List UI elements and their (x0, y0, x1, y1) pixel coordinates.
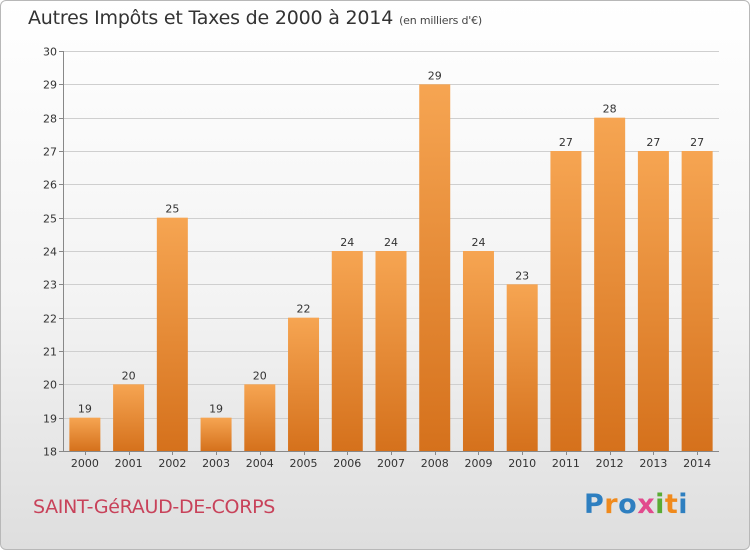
bar (419, 84, 451, 451)
y-tick-label: 20 (43, 379, 57, 392)
y-tick-label: 21 (43, 346, 57, 359)
proxiti-logo: Proxiti (584, 489, 688, 520)
data-label: 28 (603, 103, 617, 116)
y-tick-label: 23 (43, 279, 57, 292)
x-tick-label: 2008 (421, 457, 449, 470)
logo-letter: o (618, 489, 638, 520)
data-label: 27 (646, 136, 660, 149)
y-tick-label: 22 (43, 313, 57, 326)
x-tick-label: 2006 (333, 457, 361, 470)
bar (331, 251, 363, 451)
y-tick-label: 28 (43, 113, 57, 126)
bar (288, 317, 320, 451)
bar (244, 384, 276, 451)
x-tick-label: 2003 (202, 457, 230, 470)
bar (594, 117, 626, 452)
data-label: 19 (209, 403, 223, 416)
y-tick-label: 25 (43, 213, 57, 226)
y-tick-label: 26 (43, 179, 57, 192)
bar (681, 151, 713, 451)
data-label: 27 (559, 136, 573, 149)
x-tick-label: 2000 (71, 457, 99, 470)
title-unit: (en milliers d'€) (399, 14, 482, 27)
x-tick-label: 2002 (158, 457, 186, 470)
x-tick-label: 2013 (639, 457, 667, 470)
x-tick-label: 2009 (464, 457, 492, 470)
bar (200, 417, 232, 451)
bar (550, 151, 582, 451)
x-tick-label: 2011 (552, 457, 580, 470)
logo-letter: i (678, 489, 689, 520)
bar (637, 151, 669, 451)
y-tick-label: 24 (43, 246, 57, 259)
logo-letter: t (664, 489, 679, 520)
data-label: 24 (471, 236, 485, 249)
bar (375, 251, 407, 451)
logo-letter: x (637, 489, 656, 520)
data-label: 23 (515, 269, 529, 282)
data-label: 20 (122, 369, 136, 382)
data-label: 19 (78, 403, 92, 416)
x-tick-label: 2012 (596, 457, 624, 470)
data-label: 25 (165, 203, 179, 216)
y-tick-label: 18 (43, 446, 57, 459)
x-tick-label: 2005 (290, 457, 318, 470)
y-tick-label: 19 (43, 413, 57, 426)
bar (506, 284, 538, 451)
bar (113, 384, 145, 451)
x-tick-label: 2007 (377, 457, 405, 470)
logo-letter: r (604, 489, 619, 520)
x-tick-label: 2010 (508, 457, 536, 470)
data-label: 20 (253, 369, 267, 382)
title-text: Autres Impôts et Taxes de 2000 à 2014 (28, 7, 394, 29)
x-tick-label: 2001 (115, 457, 143, 470)
data-label: 24 (340, 236, 354, 249)
logo-letter: i (655, 489, 665, 520)
y-tick-label: 27 (43, 146, 57, 159)
bar (462, 251, 494, 451)
place-name: SAINT-GéRAUD-DE-CORPS (33, 496, 276, 518)
x-tick-label: 2014 (683, 457, 711, 470)
data-label: 29 (428, 69, 442, 82)
data-label: 22 (297, 303, 311, 316)
chart-title: Autres Impôts et Taxes de 2000 à 2014 (en… (28, 7, 482, 29)
y-tick-label: 30 (43, 46, 57, 59)
data-label: 24 (384, 236, 398, 249)
y-tick-label: 29 (43, 79, 57, 92)
x-tick-label: 2004 (246, 457, 274, 470)
data-label: 27 (690, 136, 704, 149)
logo-letter: P (584, 489, 605, 520)
bar (69, 417, 101, 451)
bar (156, 217, 188, 451)
